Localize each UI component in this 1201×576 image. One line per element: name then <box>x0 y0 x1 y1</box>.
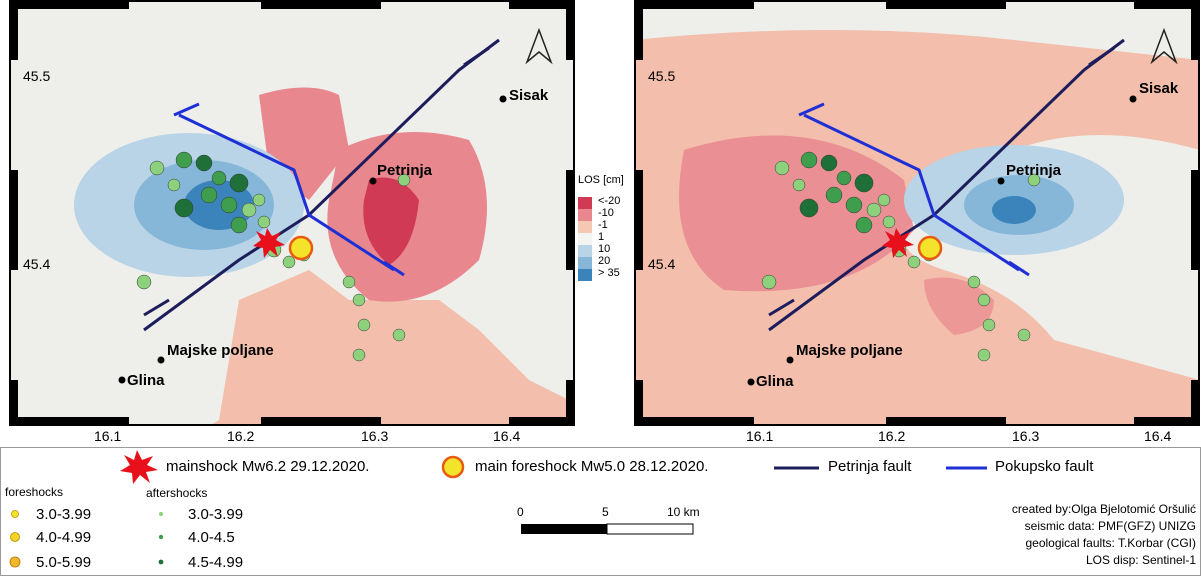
map-panel-left[interactable]: 45.5 45.4 16.1 16.2 16.3 16.4 Sisak Petr… <box>9 0 575 444</box>
scale-bar-black <box>521 524 607 534</box>
foreshock-class-label: 5.0-5.99 <box>36 554 92 571</box>
los-class-label: -1 <box>598 219 608 231</box>
legend-foreshocks-title: foreshocks <box>5 485 64 499</box>
los-class-label: 10 <box>598 243 611 255</box>
legend-petrinja-fault-label: Petrinja fault <box>828 458 912 475</box>
foreshock-class-label: 3.0-3.99 <box>36 506 92 523</box>
foreshock-class-label: 4.0-4.99 <box>36 529 92 546</box>
legend-mainshock-label: mainshock Mw6.2 29.12.2020. <box>166 458 370 475</box>
los-class-label: 20 <box>598 255 611 267</box>
los-swatch <box>578 245 592 257</box>
map-legend: mainshock Mw6.2 29.12.2020. main foresho… <box>0 447 1201 576</box>
city-label-sisak: Sisak <box>509 87 549 104</box>
los-swatch <box>578 197 592 209</box>
los-swatch <box>578 209 592 221</box>
legend-aftershocks-title: aftershocks <box>146 486 208 500</box>
city-label-sisak: Sisak <box>1139 80 1179 97</box>
los-swatch <box>578 233 592 245</box>
credit-seismic: seismic data: PMF(GFZ) UNIZG <box>1024 519 1196 533</box>
lat-label: 45.5 <box>23 68 51 84</box>
los-class-label: -10 <box>598 207 614 219</box>
legend-symbols <box>9 450 987 568</box>
city-label-glina: Glina <box>756 373 794 390</box>
los-legend-title: LOS [cm] <box>578 174 624 186</box>
aftershock-class-label: 4.0-4.5 <box>188 529 235 546</box>
aftershock-class-label: 4.5-4.99 <box>188 554 244 571</box>
los-swatch <box>578 269 592 281</box>
los-class-label: 1 <box>598 231 605 243</box>
lon-label: 16.4 <box>493 428 521 444</box>
legend-pokupsko-fault-label: Pokupsko fault <box>995 458 1094 475</box>
los-class-label: <-20 <box>598 195 621 207</box>
lon-label: 16.4 <box>1144 428 1172 444</box>
credit-faults: geological faults: T.Korbar (CGI) <box>1025 536 1196 550</box>
lon-label: 16.1 <box>746 428 774 444</box>
lon-label: 16.2 <box>878 428 906 444</box>
city-label-petrinja: Petrinja <box>1006 162 1062 179</box>
los-color-legend: LOS [cm] <-20 -10 -1 1 10 20 > 35 <box>576 168 630 288</box>
lat-label: 45.5 <box>648 68 676 84</box>
scale-label-5: 5 <box>602 505 609 519</box>
lon-label: 16.1 <box>94 428 122 444</box>
lon-label: 16.2 <box>227 428 255 444</box>
scale-label-10km: 10 km <box>667 505 700 519</box>
credit-los: LOS disp: Sentinel-1 <box>1085 553 1196 567</box>
city-label-majske-poljane: Majske poljane <box>167 342 274 359</box>
los-swatch <box>578 257 592 269</box>
los-class-label: > 35 <box>598 267 620 279</box>
legend-main-foreshock-label: main foreshock Mw5.0 28.12.2020. <box>475 458 709 475</box>
scale-bar-white <box>606 523 694 535</box>
city-label-glina: Glina <box>127 372 165 389</box>
lon-label: 16.3 <box>361 428 389 444</box>
lat-label: 45.4 <box>23 256 51 272</box>
main-foreshock-circle-icon <box>441 455 465 479</box>
map-panel-right[interactable]: 45.5 45.4 16.1 16.2 16.3 16.4 Sisak Petr… <box>634 0 1200 444</box>
mainshock-star-icon <box>120 450 158 484</box>
aftershock-class-label: 3.0-3.99 <box>188 506 244 523</box>
city-label-majske-poljane: Majske poljane <box>796 342 903 359</box>
map-canvas-right <box>634 0 1200 426</box>
credit-author: created by:Olga Bjelotomić Oršulić <box>1011 502 1196 516</box>
city-label-petrinja: Petrinja <box>377 162 433 179</box>
lon-label: 16.3 <box>1012 428 1040 444</box>
map-canvas-left <box>9 0 575 426</box>
los-swatch <box>578 221 592 233</box>
lat-label: 45.4 <box>648 256 676 272</box>
scale-label-0: 0 <box>517 505 524 519</box>
